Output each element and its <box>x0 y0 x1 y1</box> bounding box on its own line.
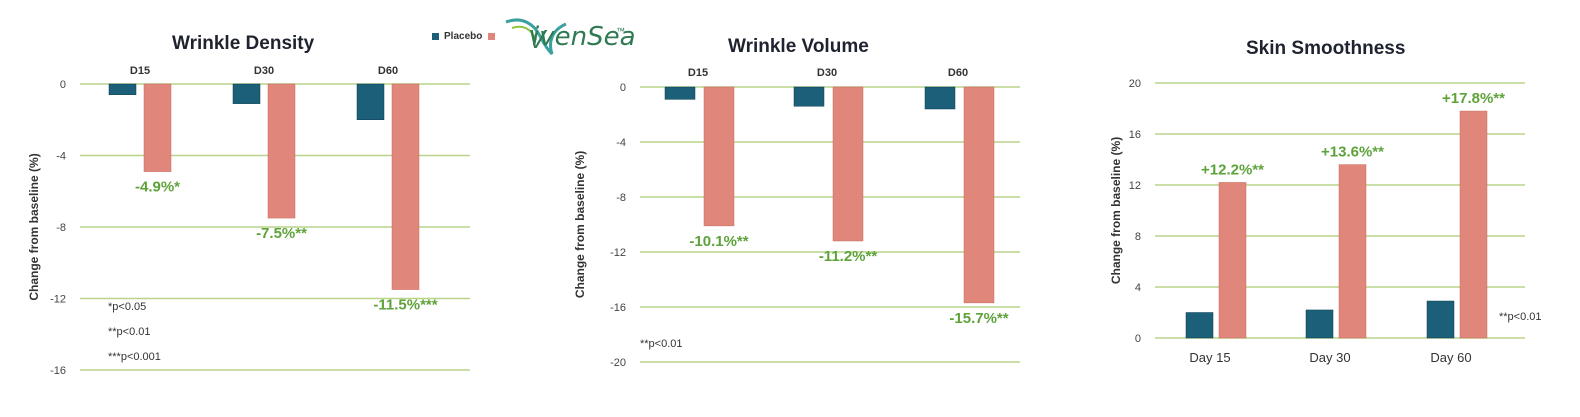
y-tick-label: -4 <box>56 151 66 163</box>
active-bar <box>963 86 995 304</box>
placebo-legend-label: Placebo <box>444 30 483 42</box>
wrinkle-density-chart: 0 -4 -8 -12 -16 Change from baseline (%) D15 D3… <box>27 65 470 377</box>
significance-footnote: **p<0.01 <box>108 326 151 338</box>
logo-text: ivenSea <box>532 22 636 52</box>
x-category-label: D60 <box>378 65 398 77</box>
x-category-label: D15 <box>130 65 150 77</box>
y-tick-label: -8 <box>56 222 66 234</box>
skin-smoothness-panel: Skin Smoothness 0 4 8 12 16 20 Change from bas… <box>1090 0 1570 417</box>
wrinkle-density-panel: Wrinkle Density 0 -4 -8 -12 -16 Change from b… <box>0 0 480 417</box>
data-label: -10.1%** <box>689 233 748 250</box>
x-category-label: D15 <box>688 67 708 79</box>
data-label: +13.6%** <box>1321 144 1384 161</box>
placebo-bar <box>1305 309 1334 339</box>
active-bar <box>143 83 172 172</box>
significance-footnote: *p<0.05 <box>108 301 146 313</box>
y-axis-label: Change from baseline (%) <box>27 153 41 300</box>
active-bar <box>267 83 296 219</box>
active-bar <box>703 86 735 227</box>
placebo-bar <box>664 86 696 100</box>
y-axis-label: Change from baseline (%) <box>573 151 587 298</box>
placebo-bar <box>356 83 385 120</box>
y-tick-label: -16 <box>50 365 66 377</box>
wrinkle-volume-panel: Wrinkle Volume 0 -4 -8 -12 -16 -20 Change from… <box>560 0 1040 417</box>
data-label: -11.5%*** <box>373 297 437 314</box>
y-tick-label: 12 <box>1129 180 1141 192</box>
y-tick-label: -12 <box>610 247 626 259</box>
wave-logo-icon: V <box>505 18 567 56</box>
placebo-bar <box>924 86 956 110</box>
wrinkle-volume-chart: 0 -4 -8 -12 -16 -20 Change from baseline (%) D1… <box>573 67 1020 369</box>
skin-smoothness-chart: 0 4 8 12 16 20 Change from baseline (%) Day 15 D… <box>1109 78 1542 365</box>
data-label: +12.2%** <box>1201 161 1264 178</box>
active-bar <box>1218 182 1247 339</box>
significance-footnote: **p<0.01 <box>640 338 683 350</box>
chart-title: Wrinkle Volume <box>728 36 869 57</box>
y-tick-label: 0 <box>60 79 66 91</box>
data-label: -15.7%** <box>949 310 1008 327</box>
placebo-bar <box>232 83 261 104</box>
y-tick-label: 0 <box>1135 333 1141 345</box>
placebo-bar <box>1426 300 1455 339</box>
y-tick-label: -8 <box>616 192 626 204</box>
x-category-label: Day 30 <box>1309 350 1350 365</box>
active-bar <box>1338 164 1367 339</box>
y-tick-label: -12 <box>50 294 66 306</box>
x-category-label: Day 60 <box>1430 350 1471 365</box>
x-category-label: D30 <box>254 65 274 77</box>
data-label: -7.5%** <box>256 225 307 242</box>
x-category-label: Day 15 <box>1189 350 1230 365</box>
placebo-bar <box>108 83 137 95</box>
y-tick-label: 4 <box>1135 282 1141 294</box>
placebo-bar <box>1185 312 1214 339</box>
active-bar <box>832 86 864 242</box>
logo-trademark: ™ <box>616 26 625 36</box>
placebo-bar <box>793 86 825 107</box>
chart-title: Skin Smoothness <box>1246 38 1406 59</box>
y-tick-label: 16 <box>1129 129 1141 141</box>
x-category-label: D30 <box>817 67 837 79</box>
y-tick-label: -20 <box>610 357 626 369</box>
data-label: -11.2%** <box>819 248 878 265</box>
logo-mark: V <box>528 24 548 54</box>
active-bar <box>1459 110 1488 339</box>
significance-footnote: **p<0.01 <box>1499 311 1542 323</box>
y-tick-label: -16 <box>610 302 626 314</box>
significance-footnote: ***p<0.001 <box>108 351 161 363</box>
y-tick-label: 8 <box>1135 231 1141 243</box>
y-tick-label: 0 <box>620 82 626 94</box>
y-axis-label: Change from baseline (%) <box>1109 137 1123 284</box>
y-tick-label: -4 <box>616 137 626 149</box>
data-label: +17.8%** <box>1442 90 1505 107</box>
active-legend-swatch <box>488 32 496 40</box>
active-bar <box>391 83 420 290</box>
placebo-legend-swatch <box>432 32 439 40</box>
chart-title: Wrinkle Density <box>172 33 315 54</box>
x-category-label: D60 <box>948 67 968 79</box>
chart-legend: Placebo <box>432 24 500 48</box>
data-label: -4.9%* <box>135 179 180 196</box>
y-tick-label: 20 <box>1129 78 1141 90</box>
